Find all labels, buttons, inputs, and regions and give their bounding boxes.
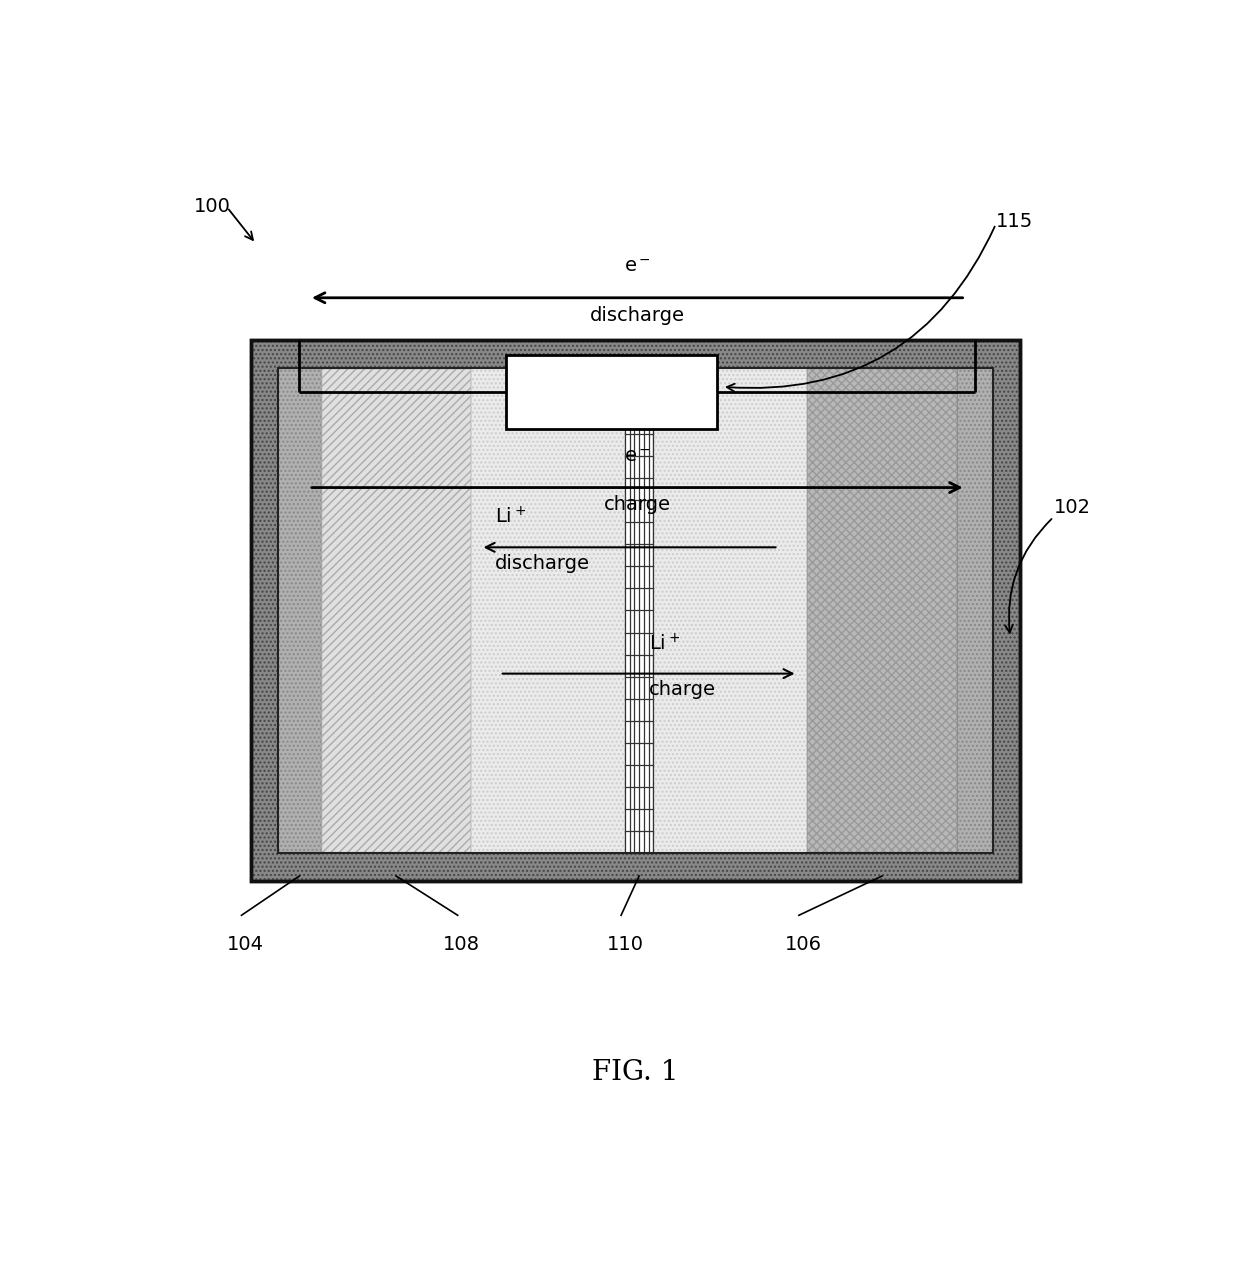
Text: discharge: discharge (590, 305, 684, 324)
Bar (471, 368, 625, 853)
Bar (278, 368, 993, 853)
Text: 115: 115 (996, 212, 1033, 231)
Bar (653, 368, 807, 853)
FancyArrowPatch shape (727, 226, 994, 392)
Bar (250, 340, 1021, 881)
Text: FIG. 1: FIG. 1 (593, 1059, 678, 1087)
Text: e$^-$: e$^-$ (624, 257, 651, 276)
Text: discharge: discharge (495, 554, 590, 573)
Text: 106: 106 (785, 935, 821, 954)
Bar (653, 368, 807, 853)
Bar (321, 368, 471, 853)
Text: 108: 108 (444, 935, 480, 954)
Bar (250, 340, 1021, 881)
Bar (278, 368, 321, 853)
Bar (625, 368, 653, 853)
Text: charge: charge (604, 495, 671, 515)
Bar (957, 368, 993, 853)
Text: 102: 102 (1054, 498, 1090, 517)
Bar (807, 368, 957, 853)
Text: 104: 104 (227, 935, 264, 954)
Bar (807, 368, 957, 853)
Bar (957, 368, 993, 853)
Text: Li$^+$: Li$^+$ (495, 507, 526, 527)
Bar (506, 355, 717, 429)
Text: Li$^+$: Li$^+$ (649, 632, 680, 654)
Bar (278, 368, 321, 853)
Text: e$^-$: e$^-$ (624, 447, 651, 466)
Text: charge: charge (649, 681, 715, 700)
Text: 110: 110 (606, 935, 644, 954)
Bar (321, 368, 471, 853)
FancyArrowPatch shape (1006, 518, 1052, 632)
Bar (250, 340, 1021, 881)
Bar (471, 368, 625, 853)
Text: 100: 100 (193, 198, 231, 217)
